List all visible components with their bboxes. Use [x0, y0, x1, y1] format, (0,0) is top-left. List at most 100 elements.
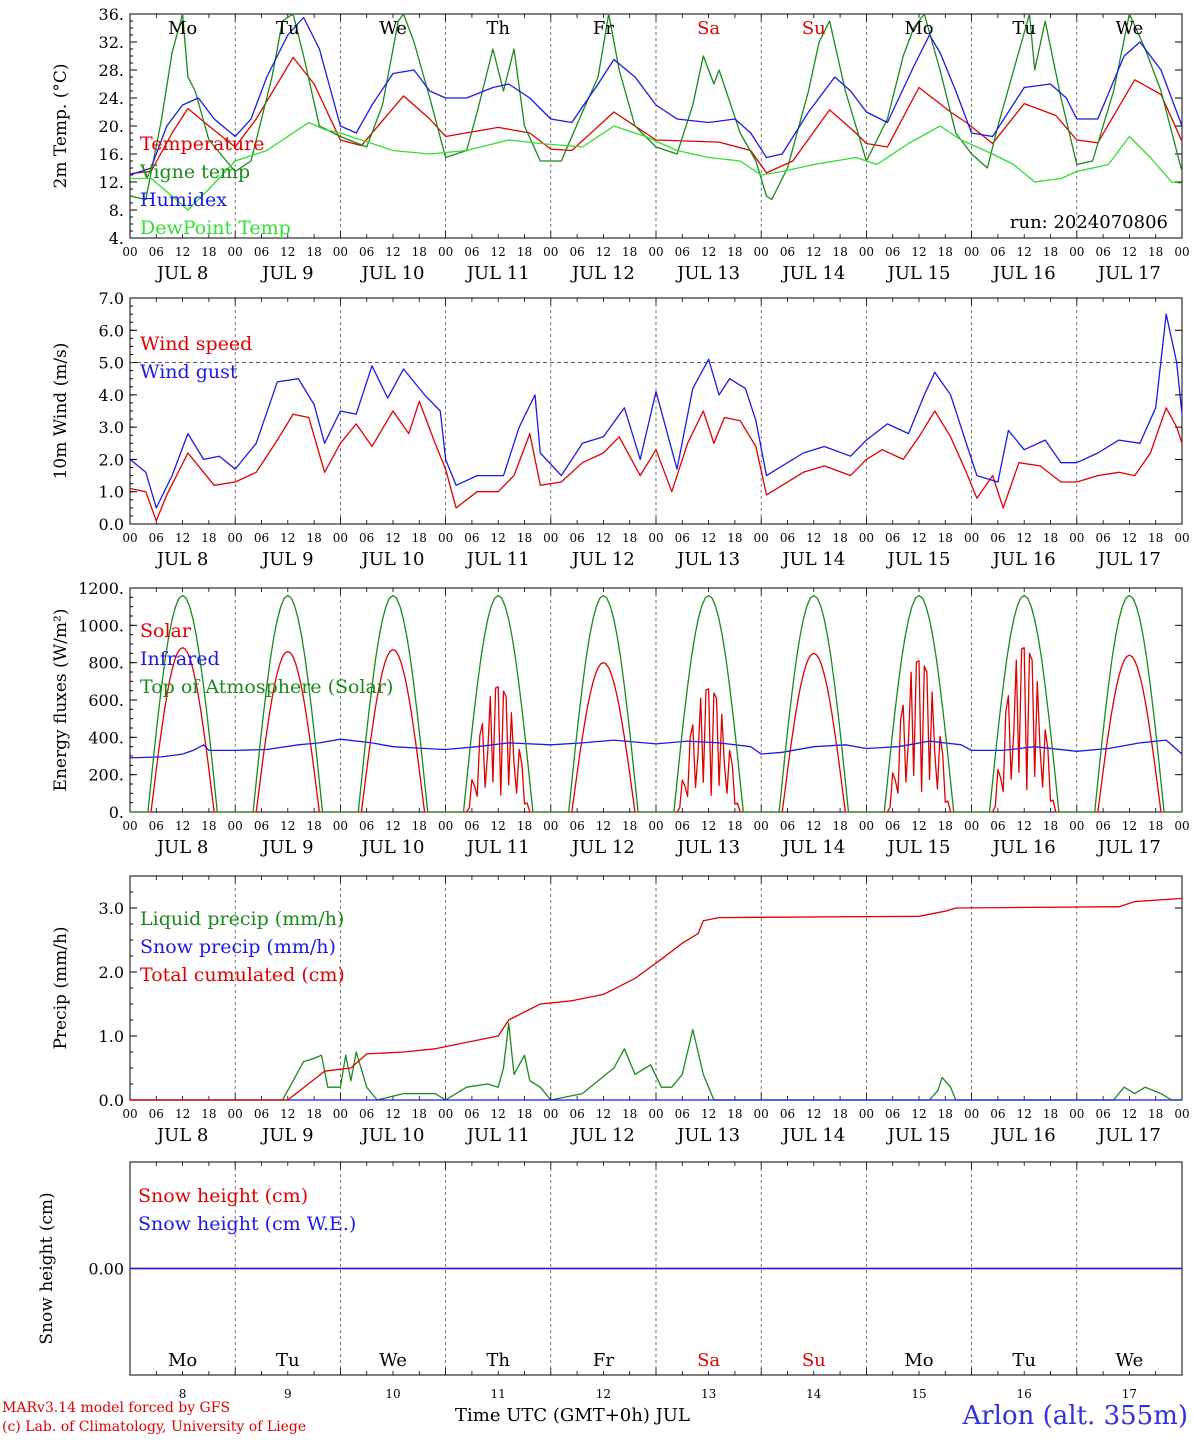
- hour-label: 06: [990, 1107, 1005, 1121]
- date-label: JUL 8: [155, 837, 209, 858]
- legend-label: Infrared: [140, 648, 220, 670]
- legend-label: Snow height (cm W.E.): [138, 1213, 356, 1235]
- hour-label: 00: [333, 245, 348, 259]
- hour-label: 12: [491, 245, 506, 259]
- legend-label: Humidex: [140, 189, 227, 211]
- y-tick-label: 0.0: [99, 1091, 124, 1110]
- y-axis-title: 10m Wind (m/s): [51, 343, 71, 480]
- hour-label: 06: [780, 245, 795, 259]
- y-tick-label: 0.00: [88, 1260, 124, 1279]
- y-tick-label: 2.0: [99, 450, 124, 469]
- hour-label: 12: [596, 1107, 611, 1121]
- hour-label: 12: [175, 245, 190, 259]
- hour-label: 12: [1122, 819, 1137, 833]
- date-label: JUL 15: [886, 1125, 951, 1146]
- hour-label: 18: [622, 1107, 637, 1121]
- hour-label: 18: [938, 1107, 953, 1121]
- weekday-label: We: [379, 18, 407, 39]
- hour-label: 12: [1122, 245, 1137, 259]
- hour-label: 18: [727, 245, 742, 259]
- hour-label: 00: [438, 245, 453, 259]
- date-label: JUL 8: [155, 549, 209, 570]
- y-tick-label: 7.0: [99, 289, 124, 308]
- weekday-label: We: [1116, 18, 1144, 39]
- hour-label: 18: [1043, 819, 1058, 833]
- y-tick-label: 1000.: [78, 616, 124, 635]
- weekday-label: Su: [802, 18, 826, 39]
- hour-label: 18: [1043, 245, 1058, 259]
- hour-label: 06: [254, 245, 269, 259]
- date-label: JUL 12: [570, 1125, 635, 1146]
- hour-label: 06: [1095, 531, 1110, 545]
- hour-label: 12: [491, 531, 506, 545]
- hour-label: 18: [517, 531, 532, 545]
- hour-label: 12: [385, 819, 400, 833]
- date-label: JUL 16: [991, 837, 1056, 858]
- hour-label: 12: [385, 245, 400, 259]
- y-axis-title: Precip (mm/h): [51, 926, 71, 1049]
- hour-label: 00: [754, 1107, 769, 1121]
- hour-label: 12: [911, 245, 926, 259]
- hour-label: 18: [938, 531, 953, 545]
- legend-label: Total cumulated (cm): [140, 964, 345, 986]
- weekday-label: Fr: [593, 1350, 614, 1371]
- y-axis-title: Energy fluxes (W/m²): [51, 609, 71, 792]
- hour-label: 18: [201, 245, 216, 259]
- hour-label: 06: [359, 1107, 374, 1121]
- legend-label: Snow precip (mm/h): [140, 936, 336, 958]
- hour-label: 12: [701, 245, 716, 259]
- hour-label: 12: [806, 245, 821, 259]
- hour-label: 12: [175, 531, 190, 545]
- hour-label: 18: [1148, 1107, 1163, 1121]
- hour-label: 06: [990, 531, 1005, 545]
- day-number-label: 17: [1122, 1387, 1137, 1400]
- hour-label: 18: [412, 245, 427, 259]
- weekday-label: Th: [486, 1350, 510, 1371]
- date-label: JUL 10: [360, 549, 425, 570]
- model-credit: MARv3.14 model forced by GFS: [2, 1400, 231, 1416]
- date-label: JUL 16: [991, 549, 1056, 570]
- hour-label: 12: [1122, 531, 1137, 545]
- hour-label: 00: [122, 1107, 137, 1121]
- date-label: JUL 17: [1096, 263, 1161, 284]
- hour-label: 00: [228, 531, 243, 545]
- hour-label: 00: [1069, 245, 1084, 259]
- lab-credit: (c) Lab. of Climatology, University of L…: [2, 1419, 307, 1435]
- y-tick-label: 12.: [99, 173, 124, 192]
- hour-label: 18: [306, 531, 321, 545]
- hour-label: 06: [569, 245, 584, 259]
- y-tick-label: 16.: [99, 145, 124, 164]
- hour-label: 18: [622, 819, 637, 833]
- legend-label: Vigne temp: [139, 161, 250, 183]
- hour-label: 06: [885, 245, 900, 259]
- hour-label: 12: [596, 531, 611, 545]
- hour-label: 18: [412, 531, 427, 545]
- hour-label: 06: [1095, 819, 1110, 833]
- y-tick-label: 5.0: [99, 354, 124, 373]
- hour-label: 12: [1122, 1107, 1137, 1121]
- wind-speed-series: [129, 400, 1183, 522]
- date-label: JUL 15: [886, 837, 951, 858]
- weekday-label: Mo: [168, 1350, 197, 1371]
- temperature-series: [129, 56, 1183, 175]
- date-label: JUL 10: [360, 837, 425, 858]
- y-tick-label: 36.: [99, 5, 124, 24]
- x-axis-title: Time UTC (GMT+0h) JUL: [455, 1405, 690, 1426]
- hour-label: 00: [859, 1107, 874, 1121]
- hour-label: 06: [149, 531, 164, 545]
- station-name: Arlon (alt. 355m): [962, 1401, 1188, 1431]
- y-tick-label: 3.0: [99, 418, 124, 437]
- hour-label: 06: [885, 531, 900, 545]
- hour-label: 00: [122, 819, 137, 833]
- hour-label: 18: [517, 819, 532, 833]
- hour-label: 06: [885, 1107, 900, 1121]
- weekday-label: Fr: [593, 18, 614, 39]
- date-label: JUL 16: [991, 263, 1056, 284]
- date-label: JUL 16: [991, 1125, 1056, 1146]
- date-label: JUL 8: [155, 263, 209, 284]
- date-label: JUL 11: [465, 263, 530, 284]
- y-tick-label: 400.: [88, 728, 124, 747]
- hour-label: 06: [675, 1107, 690, 1121]
- hour-label: 06: [569, 531, 584, 545]
- hour-label: 12: [911, 1107, 926, 1121]
